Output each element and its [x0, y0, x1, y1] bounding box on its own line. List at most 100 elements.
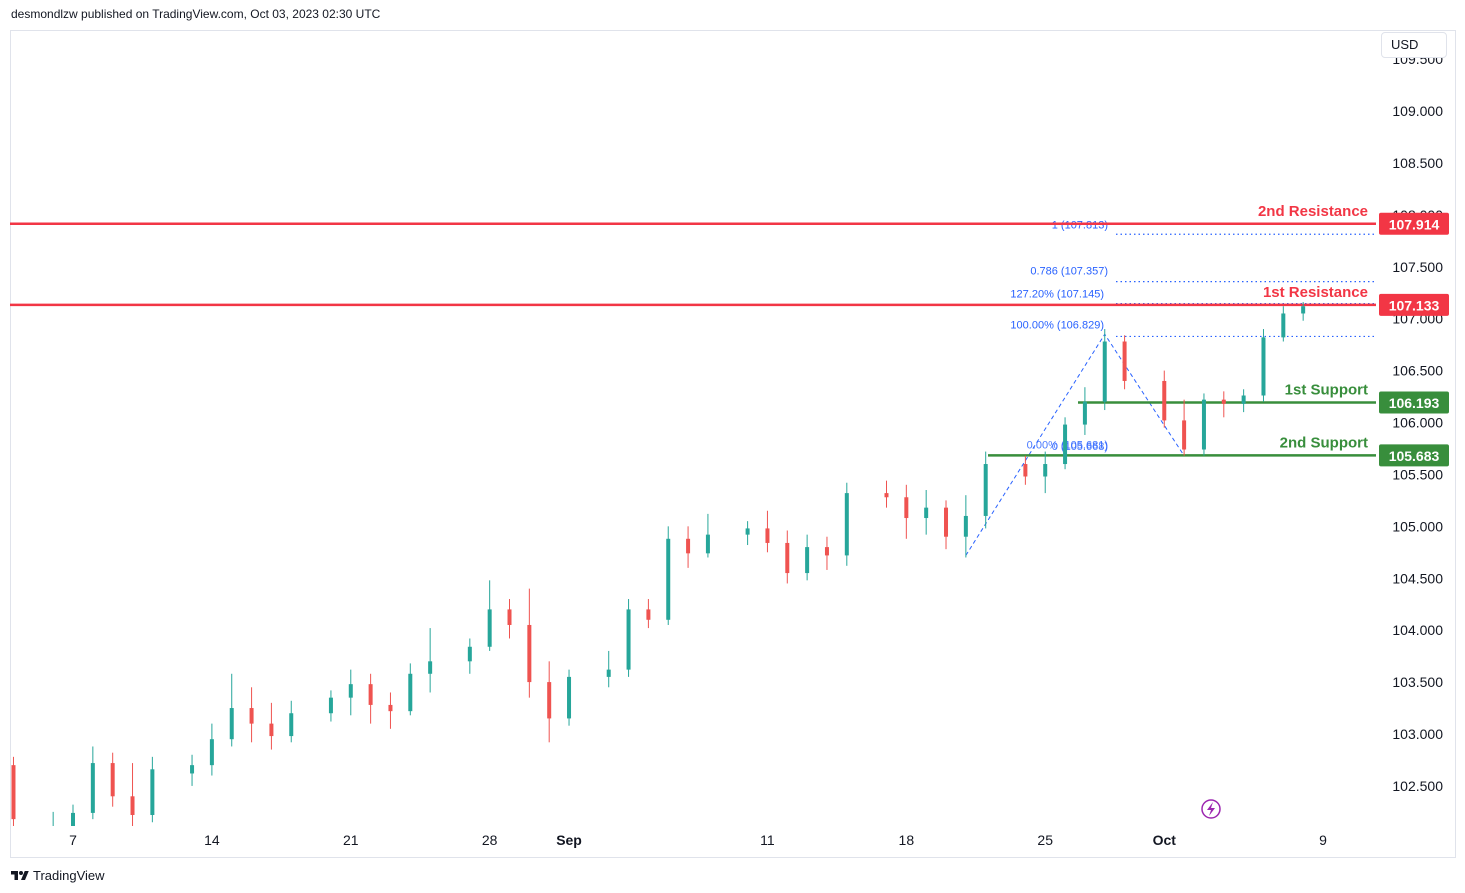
candle-body — [547, 682, 552, 719]
candle-body — [527, 624, 532, 683]
candle-body — [388, 704, 393, 712]
candle-body — [130, 796, 135, 815]
y-tick-label: 104.000 — [1392, 622, 1443, 638]
candle-body — [646, 609, 651, 620]
candle-body — [983, 464, 988, 516]
level-price-tag — [1379, 391, 1449, 414]
candle-body — [1182, 420, 1187, 450]
y-tick-label: 105.500 — [1392, 466, 1443, 482]
candle-body — [824, 547, 829, 556]
candle-body — [348, 684, 353, 698]
candle-body — [705, 534, 710, 554]
candle-body — [51, 827, 55, 832]
candle-body — [408, 673, 413, 712]
candle-body — [1023, 464, 1028, 477]
y-tick-label: 104.500 — [1392, 570, 1443, 586]
footer-bar: TradingView — [0, 862, 1465, 890]
candle-body — [368, 684, 373, 705]
y-tick-label: 106.000 — [1392, 415, 1443, 431]
candle-body — [1063, 424, 1068, 465]
candle-body — [785, 542, 790, 574]
x-tick-label: 7 — [69, 832, 77, 848]
x-tick-label: Oct — [1153, 832, 1177, 848]
level-name: 2nd Resistance — [1258, 203, 1368, 220]
candle-body — [1162, 380, 1167, 421]
level-price-label: 105.683 — [1389, 448, 1440, 464]
level-price-label: 107.914 — [1389, 216, 1440, 232]
candle-body — [190, 765, 195, 774]
candle-body — [1221, 399, 1226, 404]
candle-body — [884, 493, 889, 498]
candle-body — [1122, 341, 1127, 381]
fib-level-label: 1 (107.813) — [1052, 219, 1108, 231]
level-price-tag — [1379, 293, 1449, 316]
fib-level-label: 0 (105.668) — [1052, 441, 1108, 453]
candle-body — [1281, 313, 1286, 338]
candle-body — [269, 723, 274, 737]
candle-body — [1241, 395, 1246, 404]
x-tick-label: 14 — [204, 832, 220, 848]
y-tick-label: 103.000 — [1392, 726, 1443, 742]
header-bar: desmondlzw published on TradingView.com,… — [0, 0, 1465, 30]
candle-body — [249, 708, 254, 724]
fib-level-label: 127.20% (107.145) — [1010, 289, 1104, 301]
candle-body — [626, 609, 631, 670]
candle-body — [745, 528, 750, 535]
candle-body — [924, 507, 929, 519]
x-tick-label: 28 — [482, 832, 498, 848]
x-tick-label: 21 — [343, 832, 359, 848]
y-tick-label: 106.500 — [1392, 363, 1443, 379]
candle-body — [209, 739, 214, 766]
y-tick-label: 109.000 — [1392, 103, 1443, 119]
candle-body — [1301, 306, 1306, 314]
candle-body — [428, 661, 433, 674]
candle-body — [71, 812, 75, 826]
candle-body — [606, 669, 611, 677]
x-tick-label: 25 — [1037, 832, 1053, 848]
level-price-label: 107.133 — [1389, 297, 1440, 313]
candle-body — [1261, 337, 1266, 396]
candle-body — [110, 763, 115, 797]
candle-body — [904, 497, 909, 519]
x-tick-label: 9 — [1319, 832, 1327, 848]
candle-body — [1043, 464, 1048, 477]
publisher-caption: desmondlzw published on TradingView.com,… — [11, 7, 381, 21]
chart-pane[interactable] — [10, 30, 1456, 858]
candle-body — [1201, 399, 1206, 450]
candle-body — [686, 538, 691, 554]
candle-body — [567, 676, 572, 719]
candle-body — [1102, 341, 1107, 402]
candle-body — [944, 507, 949, 537]
candle-body — [150, 769, 155, 815]
candle-body — [229, 708, 234, 740]
y-tick-label: 102.500 — [1392, 778, 1443, 794]
candle-body — [289, 713, 294, 737]
level-price-label: 106.193 — [1389, 395, 1440, 411]
candle-body — [11, 765, 16, 820]
lightning-icon[interactable] — [1201, 799, 1221, 819]
level-price-tag — [1379, 212, 1449, 235]
tradingview-logo-icon — [11, 871, 29, 880]
candle-body — [90, 763, 95, 813]
candle-body — [1082, 401, 1087, 425]
y-tick-label: 105.000 — [1392, 518, 1443, 534]
level-name: 2nd Support — [1280, 434, 1368, 451]
level-price-tag — [1379, 444, 1449, 467]
candle-body — [805, 547, 810, 574]
candle-body — [765, 528, 770, 543]
candle-body — [328, 697, 333, 714]
candle-body — [844, 493, 849, 556]
candle-body — [963, 515, 968, 537]
currency-button[interactable]: USD — [1381, 32, 1447, 58]
candle-body — [467, 646, 472, 662]
y-tick-label: 103.500 — [1392, 674, 1443, 690]
candle-body — [666, 538, 671, 620]
fib-level-label: 0.786 (107.357) — [1030, 266, 1108, 278]
level-name: 1st Resistance — [1263, 284, 1368, 301]
x-tick-label: Sep — [556, 832, 582, 848]
candle-body — [487, 609, 492, 647]
x-tick-label: 11 — [760, 832, 775, 848]
y-tick-label: 107.500 — [1392, 259, 1443, 275]
tradingview-brand: TradingView — [33, 868, 105, 883]
